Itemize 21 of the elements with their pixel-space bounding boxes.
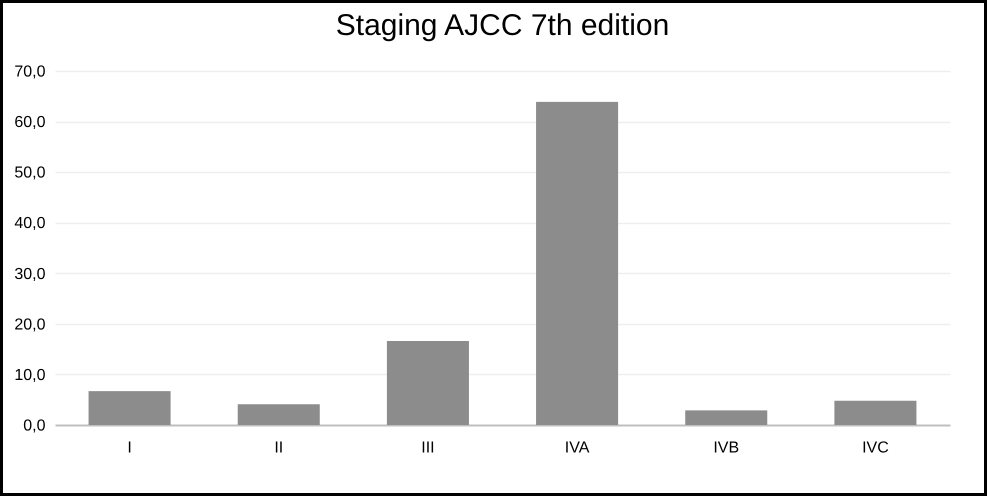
bar — [536, 102, 618, 425]
y-tick-label: 70,0 — [14, 64, 46, 80]
bar — [386, 341, 469, 425]
y-tick-label: 30,0 — [14, 266, 46, 283]
y-tick-label: 60,0 — [14, 114, 46, 132]
x-tick-label: II — [274, 440, 284, 456]
bar — [238, 404, 320, 425]
y-tick-label: 10,0 — [14, 366, 46, 384]
x-tick-label: IVA — [564, 440, 590, 456]
y-tick-label: 20,0 — [14, 316, 46, 334]
y-tick-label: 40,0 — [14, 215, 46, 232]
y-tick-label: 50,0 — [14, 164, 46, 182]
x-tick-label: I — [127, 440, 132, 456]
bar — [834, 400, 916, 425]
x-tick-label: IVC — [862, 440, 889, 456]
x-tick-label: III — [421, 440, 435, 456]
chart-title: Staging AJCC 7th edition — [336, 9, 670, 42]
bar — [685, 410, 768, 425]
y-tick-label: 0,0 — [23, 418, 46, 434]
x-tick-label: IVB — [713, 440, 740, 456]
bar — [88, 391, 171, 425]
